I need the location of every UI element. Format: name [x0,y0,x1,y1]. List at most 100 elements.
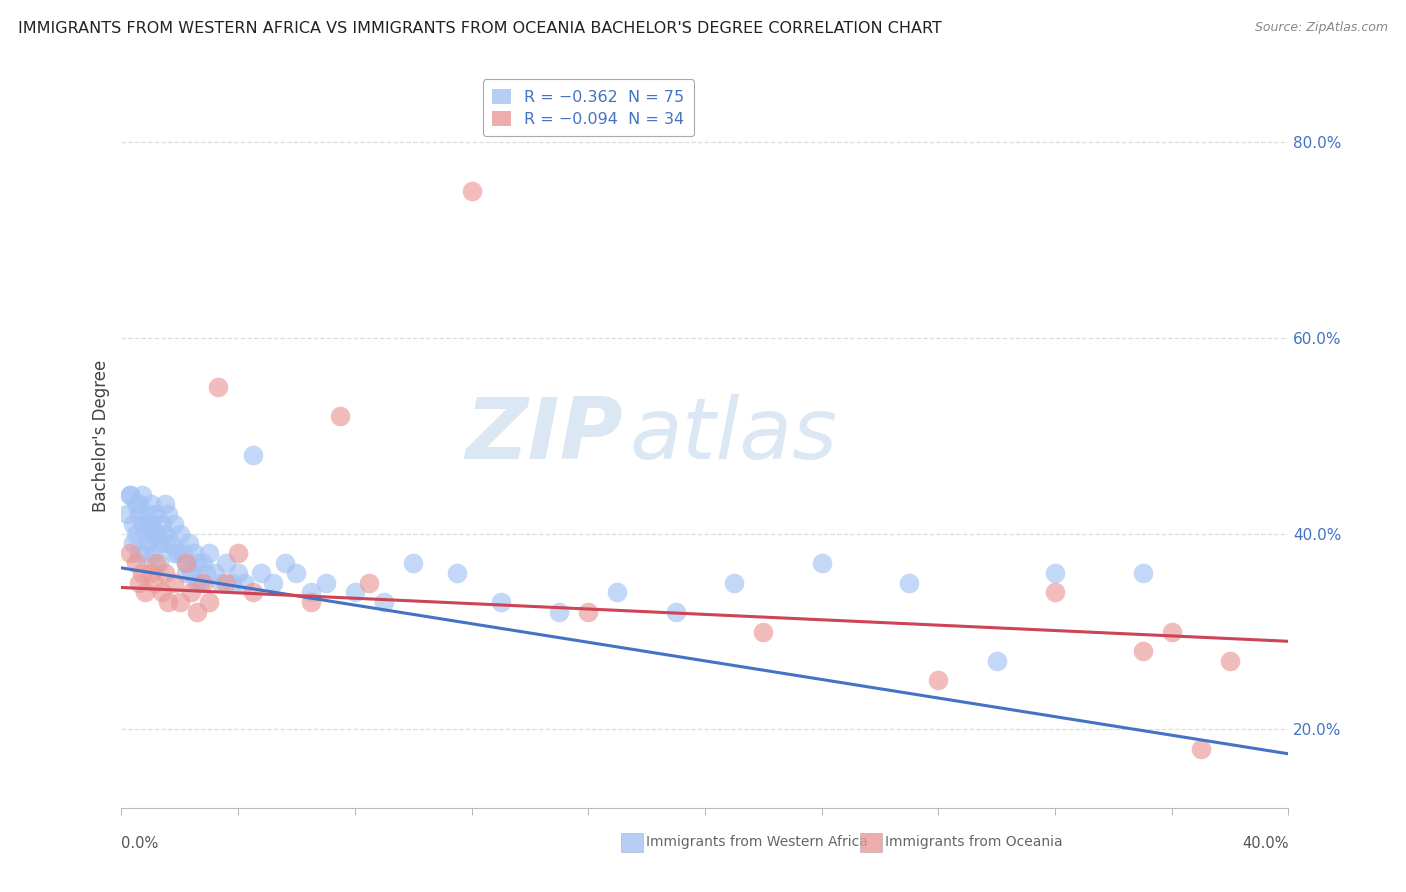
Point [134,546,156,560]
Point [134,526,156,541]
Point [489,595,512,609]
Point [128,546,150,560]
Point [329,409,352,424]
Point [157,507,180,521]
Point [142,575,165,590]
Y-axis label: Bachelor's Degree: Bachelor's Degree [93,359,110,512]
Point [139,566,162,580]
Point [221,575,243,590]
Point [460,184,482,198]
Point [131,516,153,531]
Point [150,585,173,599]
Point [299,595,322,609]
Point [576,605,599,619]
Point [180,585,202,599]
Point [198,595,221,609]
Legend: R = −0.362  N = 75, R = −0.094  N = 34: R = −0.362 N = 75, R = −0.094 N = 34 [482,79,693,136]
Point [606,585,628,599]
Point [136,536,159,550]
Point [274,556,297,570]
Point [195,566,218,580]
Point [139,497,162,511]
Point [446,566,468,580]
Point [136,507,159,521]
Point [153,536,176,550]
Point [120,487,142,501]
Point [148,556,170,570]
Point [163,516,186,531]
Text: Immigrants from Oceania: Immigrants from Oceania [884,836,1063,849]
Point [1132,644,1154,658]
Point [145,526,167,541]
Text: IMMIGRANTS FROM WESTERN AFRICA VS IMMIGRANTS FROM OCEANIA BACHELOR'S DEGREE CORR: IMMIGRANTS FROM WESTERN AFRICA VS IMMIGR… [18,21,942,37]
Point [136,516,159,531]
Point [122,516,145,531]
Point [153,566,176,580]
Point [153,497,176,511]
Point [169,595,191,609]
Point [186,605,208,619]
Text: atlas: atlas [628,394,837,477]
Point [131,566,153,580]
Point [142,526,165,541]
Point [285,566,308,580]
Point [191,556,214,570]
Point [120,487,142,501]
Point [665,605,688,619]
Point [125,497,148,511]
Point [177,536,200,550]
Point [174,556,197,570]
Point [131,487,153,501]
Point [402,556,425,570]
Point [242,585,264,599]
Point [233,575,256,590]
Text: 0.0%: 0.0% [121,836,159,851]
Point [145,556,167,570]
Point [117,507,139,521]
Point [142,546,165,560]
Point [262,575,284,590]
Point [145,526,167,541]
Point [163,575,186,590]
Point [215,575,238,590]
Point [986,654,1008,668]
Point [153,526,176,541]
Point [1043,585,1066,599]
Point [186,575,208,590]
Point [250,566,273,580]
Point [169,526,191,541]
Point [166,546,188,560]
Point [1132,566,1154,580]
Point [150,516,173,531]
Point [242,449,264,463]
Point [1043,566,1066,580]
Point [1219,654,1241,668]
Point [134,585,156,599]
Point [128,575,150,590]
Point [186,556,208,570]
Point [180,566,202,580]
Point [174,556,197,570]
Point [1189,742,1212,756]
Point [204,566,226,580]
Point [120,546,142,560]
Point [188,575,211,590]
Point [174,566,197,580]
Text: Source: ZipAtlas.com: Source: ZipAtlas.com [1254,21,1388,35]
Point [160,536,183,550]
Point [752,624,775,639]
Point [128,497,150,511]
Point [343,585,366,599]
Point [226,566,249,580]
Point [128,507,150,521]
Point [215,556,238,570]
Point [172,546,194,560]
Point [373,595,395,609]
Text: Immigrants from Western Africa: Immigrants from Western Africa [645,836,868,849]
Point [299,585,322,599]
Point [1160,624,1182,639]
Point [207,380,229,394]
Text: ZIP: ZIP [465,394,623,477]
Point [183,546,205,560]
Point [125,526,148,541]
